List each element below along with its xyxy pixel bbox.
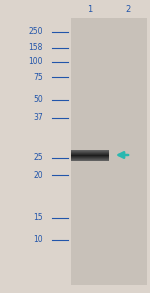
Text: 15: 15 [33,214,43,222]
Text: 37: 37 [33,113,43,122]
Text: 10: 10 [33,236,43,244]
Text: 75: 75 [33,72,43,81]
Text: 1: 1 [87,6,93,14]
Text: 2: 2 [125,6,131,14]
Text: 25: 25 [33,154,43,163]
Text: 158: 158 [29,43,43,52]
Text: 50: 50 [33,96,43,105]
Text: 20: 20 [33,171,43,180]
Text: 250: 250 [28,28,43,37]
Text: 100: 100 [28,57,43,67]
